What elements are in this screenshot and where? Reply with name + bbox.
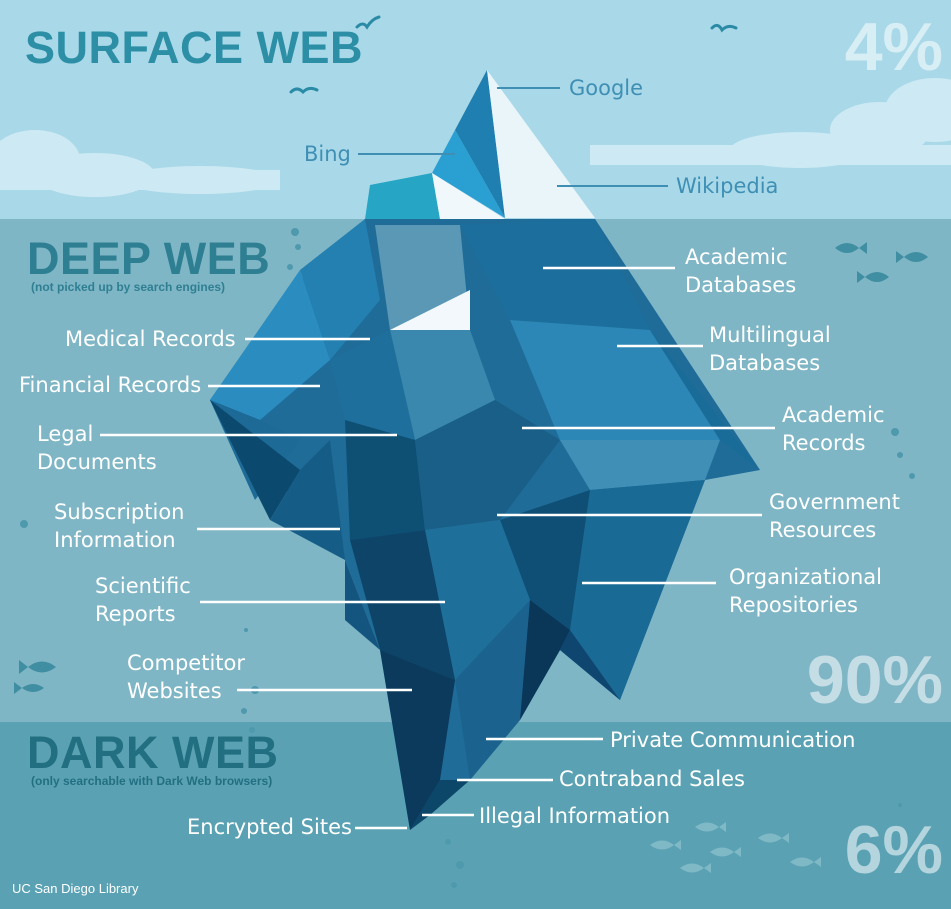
fish-group	[14, 242, 928, 694]
dark-web-title: DARK WEB	[27, 727, 279, 778]
fish	[710, 847, 741, 857]
label-competitor-websites: Competitor Websites	[127, 651, 246, 703]
dark-web-percent: 6%	[844, 812, 943, 888]
deep-web-percent: 90%	[806, 642, 943, 718]
fish	[758, 833, 789, 843]
label-wikipedia: Wikipedia	[676, 174, 779, 198]
label-contraband-sales: Contraband Sales	[559, 767, 745, 791]
fish	[14, 682, 44, 694]
label-encrypted-sites: Encrypted Sites	[187, 815, 352, 839]
iceberg-body	[210, 219, 760, 830]
fish	[790, 857, 821, 867]
surface-web-title: SURFACE WEB	[25, 22, 364, 73]
bubbles	[20, 228, 915, 888]
label-medical-records: Medical Records	[65, 327, 236, 351]
fish	[896, 251, 928, 263]
label-academic-records: Academic Records	[782, 403, 885, 455]
deep-web-subtitle: (not picked up by search engines)	[31, 280, 226, 294]
cloud-left	[0, 130, 280, 197]
cloud-right	[590, 78, 951, 168]
birds	[289, 15, 738, 95]
deep-callout-lines	[100, 266, 775, 830]
label-legal-documents: Legal Documents	[37, 422, 157, 474]
label-private-communication: Private Communication	[610, 728, 856, 752]
label-academic-databases: Academic Databases	[685, 245, 797, 297]
label-financial-records: Financial Records	[19, 373, 202, 397]
fish	[695, 822, 726, 832]
fish	[650, 840, 681, 850]
surface-callout-lines	[358, 87, 668, 187]
fish	[680, 863, 711, 873]
bird-2	[289, 86, 319, 95]
iceberg-tip	[365, 70, 595, 219]
label-government-resources: Government Resources	[769, 490, 900, 542]
label-bing: Bing	[304, 142, 351, 166]
label-subscription-information: Subscription Information	[54, 500, 185, 552]
fish-group-dark	[650, 822, 821, 873]
label-scientific-reports: Scientific Reports	[95, 574, 191, 626]
dark-web-subtitle: (only searchable with Dark Web browsers)	[31, 774, 273, 788]
deep-web-title: DEEP WEB	[27, 233, 271, 284]
fish	[857, 271, 889, 283]
fish	[835, 242, 867, 254]
surface-web-percent: 4%	[844, 9, 943, 85]
label-organizational-repositories: Organizational Repositories	[729, 565, 882, 617]
label-illegal-information: Illegal Information	[479, 804, 671, 828]
credit-text: UC San Diego Library	[12, 881, 139, 896]
fish	[19, 660, 56, 674]
label-multilingual-databases: Multilingual Databases	[709, 323, 831, 375]
label-google: Google	[569, 76, 644, 100]
bird-1	[355, 15, 381, 30]
bird-3	[710, 23, 738, 33]
